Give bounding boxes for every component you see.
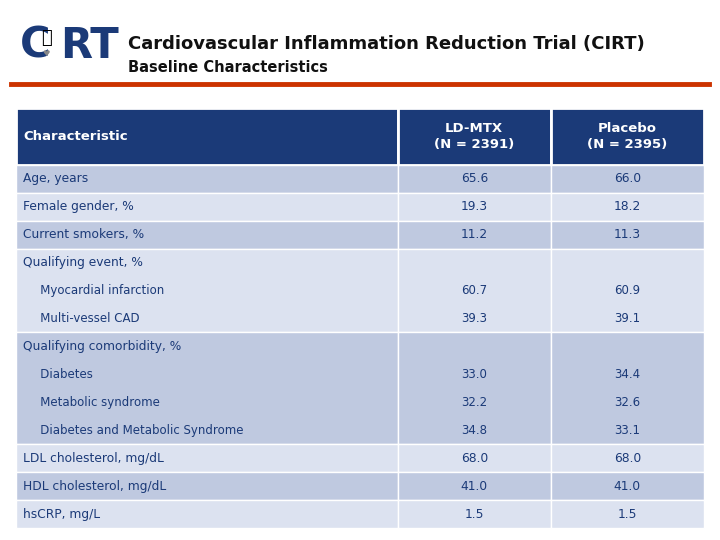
Text: Current smokers, %: Current smokers, % [23,228,144,241]
Text: 1.5: 1.5 [618,508,637,521]
Text: ♥: ♥ [42,49,50,58]
Text: RT: RT [60,25,119,67]
Text: 41.0: 41.0 [461,480,488,492]
Text: Metabolic syndrome: Metabolic syndrome [29,396,160,409]
Text: Qualifying event, %: Qualifying event, % [23,256,143,269]
Text: LDL cholesterol, mg/dL: LDL cholesterol, mg/dL [23,452,164,465]
Text: 33.1: 33.1 [614,424,640,437]
Text: 65.6: 65.6 [461,172,488,185]
Text: Baseline Characteristics: Baseline Characteristics [128,60,328,76]
Text: HDL cholesterol, mg/dL: HDL cholesterol, mg/dL [23,480,166,492]
Text: 66.0: 66.0 [614,172,641,185]
Text: 19.3: 19.3 [461,200,488,213]
Text: hsCRP, mg/L: hsCRP, mg/L [23,508,100,521]
Text: LD-MTX
(N = 2391): LD-MTX (N = 2391) [434,122,514,151]
Text: Female gender, %: Female gender, % [23,200,134,213]
Text: Cardiovascular Inflammation Reduction Trial (CIRT): Cardiovascular Inflammation Reduction Tr… [128,35,645,53]
Text: Diabetes: Diabetes [29,368,93,381]
Text: 18.2: 18.2 [613,200,641,213]
Text: 32.6: 32.6 [614,396,641,409]
Text: Qualifying comorbidity, %: Qualifying comorbidity, % [23,340,181,353]
Text: 34.4: 34.4 [614,368,641,381]
Text: 60.7: 60.7 [462,284,487,297]
Text: 68.0: 68.0 [461,452,488,465]
Text: 39.1: 39.1 [614,312,641,325]
Text: 11.3: 11.3 [614,228,641,241]
Text: 32.2: 32.2 [462,396,487,409]
Text: 1.5: 1.5 [464,508,484,521]
Text: Multi-vessel CAD: Multi-vessel CAD [29,312,140,325]
Text: 60.9: 60.9 [614,284,641,297]
Text: 34.8: 34.8 [462,424,487,437]
Text: 33.0: 33.0 [462,368,487,381]
Text: C: C [20,25,50,67]
Text: 39.3: 39.3 [462,312,487,325]
Text: Characteristic: Characteristic [23,130,127,143]
Text: Myocardial infarction: Myocardial infarction [29,284,164,297]
Text: Age, years: Age, years [23,172,89,185]
Text: 41.0: 41.0 [614,480,641,492]
Text: 11.2: 11.2 [461,228,488,241]
Text: Diabetes and Metabolic Syndrome: Diabetes and Metabolic Syndrome [29,424,243,437]
Text: 68.0: 68.0 [613,452,641,465]
Text: 🔥: 🔥 [41,29,51,47]
Text: Placebo
(N = 2395): Placebo (N = 2395) [588,122,667,151]
